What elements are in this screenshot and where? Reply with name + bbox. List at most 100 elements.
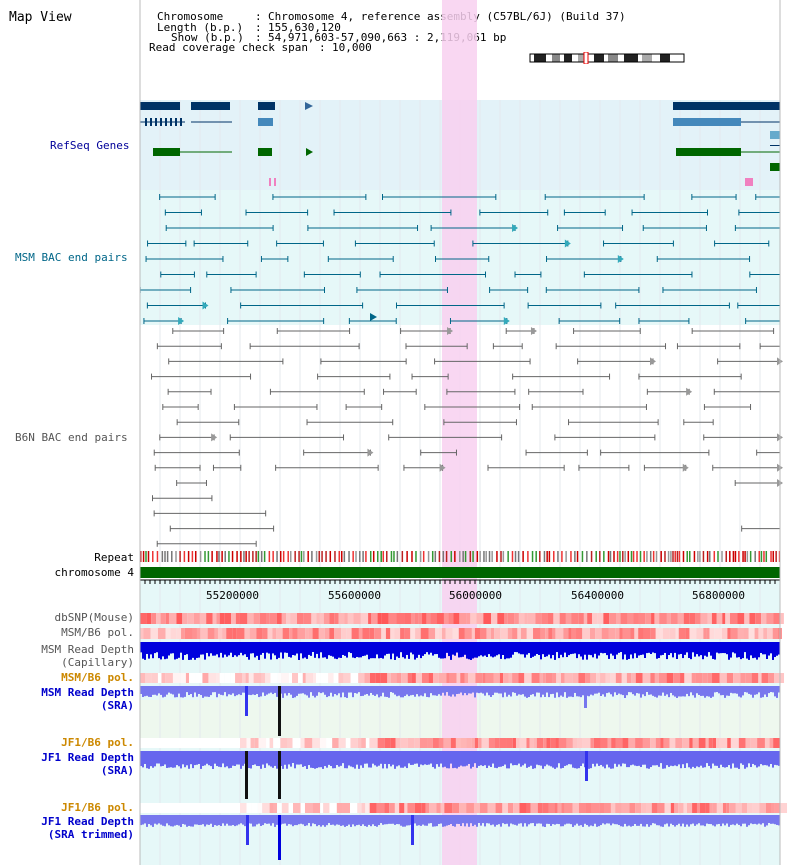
pol-cell [530,803,538,813]
depth-bar [150,686,152,698]
msm-b6-pol-cell [630,628,635,639]
depth-bar [140,686,142,694]
repeat-mark [415,551,417,562]
depth-bar [338,815,340,825]
depth-bar [164,751,166,765]
depth-bar [424,686,426,694]
depth-bar [224,642,226,655]
msm-b6-pol-cell [452,628,459,639]
msm-b6-pol-cell [464,628,472,639]
dbsnp-cell [755,613,762,624]
pol-cell [705,803,710,813]
dbsnp-cell [311,613,317,624]
depth-bar [694,642,696,657]
msm-b6-pol-cell [526,628,534,639]
depth-bar [142,642,144,659]
depth-bar [678,686,680,697]
depth-bar [740,815,742,827]
depth-bar [716,815,718,825]
pol-cell [336,803,343,813]
depth-bar [420,642,422,659]
pol-cell [773,738,781,748]
depth-bar [446,751,448,769]
depth-bar [520,642,522,655]
depth-bar [224,751,226,768]
pol-cell [666,673,674,683]
depth-bar [420,686,422,696]
depth-bar [326,815,328,826]
depth-bar [148,751,150,769]
pol-cell [438,673,447,683]
dbsnp-cell [231,613,236,624]
pol-cell [375,673,381,683]
pol-cell [345,738,351,748]
depth-bar [484,686,486,696]
depth-spike [278,815,281,860]
ideogram-selection[interactable] [583,52,589,64]
depth-bar [582,686,584,696]
pol-cell [741,803,748,813]
depth-bar [262,642,264,653]
depth-bar [406,686,408,695]
dbsnp-cell [165,613,169,624]
repeat-mark [565,551,567,562]
repeat-mark [365,551,367,562]
depth-bar [162,815,164,826]
msm-b6-pol-cell [555,628,564,639]
depth-bar [300,751,302,765]
repeat-mark [171,551,173,562]
depth-bar [754,686,756,695]
repeat-mark [303,551,305,562]
repeat-mark [603,551,605,562]
repeat-mark [252,551,254,562]
depth-bar [548,642,550,655]
depth-bar [706,642,708,657]
pol-cell [769,738,774,748]
depth-bar [240,751,242,769]
ideogram-band [546,54,552,62]
pol-cell [590,673,597,683]
exon [175,118,177,126]
repeat-mark [742,551,744,562]
repeat-mark [706,551,709,562]
msm-b6-pol-cell [727,628,731,639]
depth-bar [316,815,318,827]
depth-bar [146,686,148,696]
depth-bar [532,815,534,824]
chromosome-ideogram[interactable] [528,52,688,64]
pol-cell [400,738,408,748]
msm-b6-pol-cell [517,628,521,639]
pol-cell [708,738,713,748]
depth-bar [598,686,600,693]
depth-bar [568,815,570,824]
depth-bar [638,686,640,694]
depth-bar [198,815,200,826]
depth-spike [278,686,281,736]
depth-bar [188,642,190,660]
depth-bar [338,642,340,658]
depth-bar [322,751,324,769]
repeat-mark [343,551,346,562]
depth-bar [142,686,144,698]
pol-cell [591,803,600,813]
chromosome-label: Chromosome [157,10,224,23]
depth-bar [676,642,678,659]
pol-cell [365,803,369,813]
repeat-mark [770,551,772,562]
depth-bar [266,751,268,764]
pol-cell [304,803,313,813]
depth-bar [770,686,772,693]
pol-cell [389,803,395,813]
depth-bar [528,751,530,767]
msm-b6-pol-cell [165,628,171,639]
depth-bar [644,686,646,697]
msm-b6-pol-cell [552,628,556,639]
depth-bar [592,642,594,658]
repeat-mark [187,551,190,562]
depth-bar [382,751,384,769]
depth-bar [668,642,670,656]
depth-bar [196,815,198,825]
pol-cell [407,803,415,813]
msm-bac-label: MSM BAC end pairs [15,251,128,264]
